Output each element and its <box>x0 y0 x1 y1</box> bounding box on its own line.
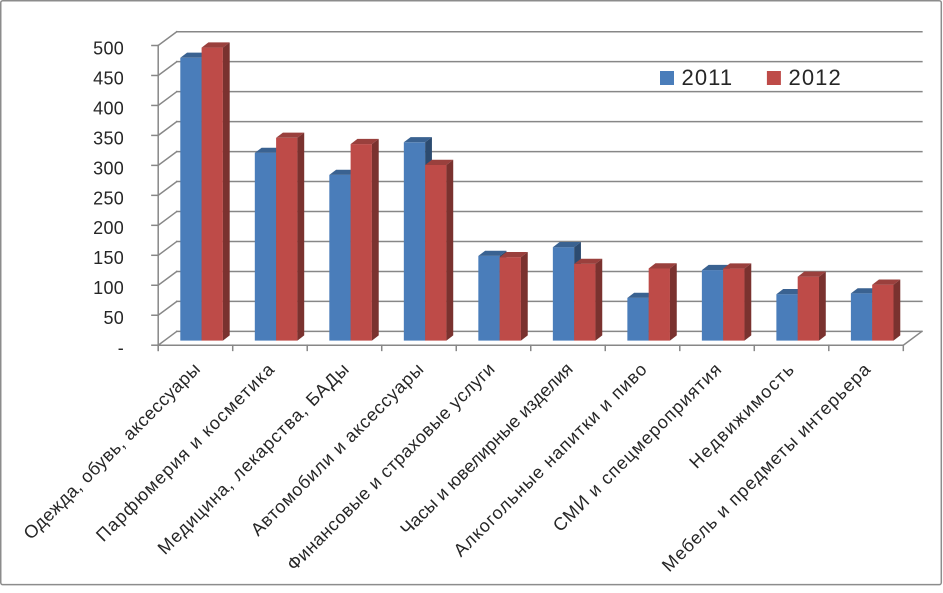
svg-text:300: 300 <box>93 158 124 178</box>
svg-text:2012: 2012 <box>789 65 842 90</box>
svg-text:400: 400 <box>93 98 124 118</box>
svg-text:2011: 2011 <box>682 65 734 90</box>
svg-text:450: 450 <box>93 68 124 88</box>
svg-text:50: 50 <box>103 308 124 328</box>
svg-text:500: 500 <box>93 38 124 58</box>
svg-text:-: - <box>118 338 124 358</box>
svg-text:250: 250 <box>93 188 124 208</box>
svg-text:350: 350 <box>93 128 124 148</box>
svg-text:200: 200 <box>93 218 124 238</box>
svg-text:150: 150 <box>93 248 124 268</box>
svg-text:100: 100 <box>93 278 124 298</box>
